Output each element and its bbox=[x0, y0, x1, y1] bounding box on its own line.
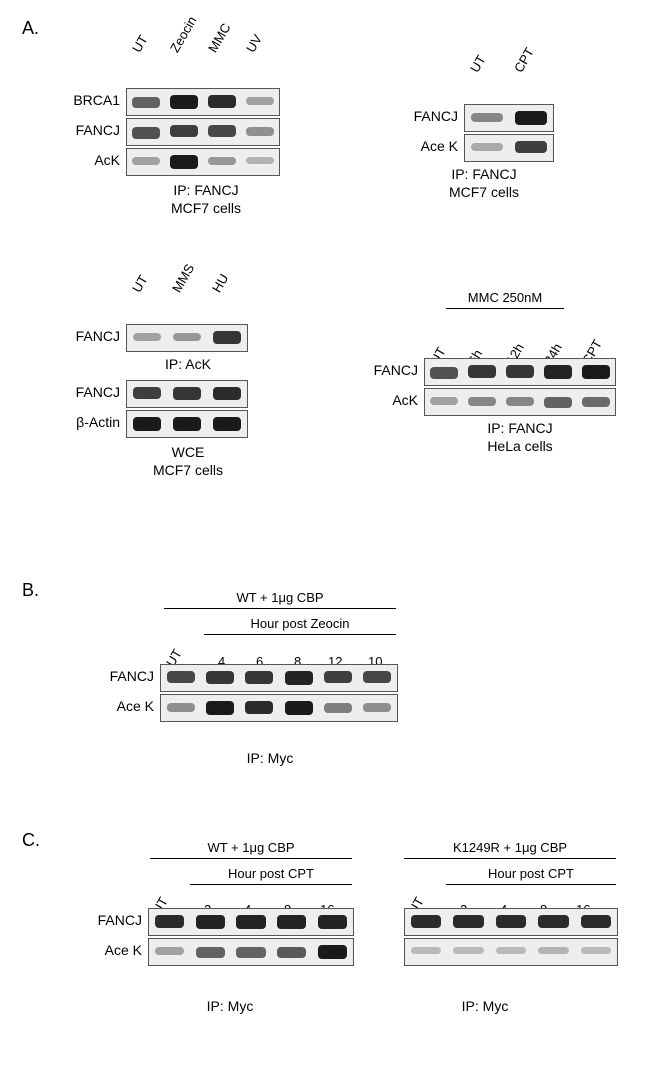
panel-a-bottomright: MMC 250nM UT 6h 12h 24h CPT FANCJ AcK IP… bbox=[360, 290, 660, 394]
caption: IP: FANCJ bbox=[76, 182, 336, 198]
panel-c-label: C. bbox=[22, 830, 40, 851]
blot bbox=[404, 908, 618, 936]
blot bbox=[148, 938, 354, 966]
panel-b-label: B. bbox=[22, 580, 39, 601]
blot bbox=[160, 694, 398, 722]
panel-a-topright: UT CPT FANCJ Ace K IP: FANCJ MCF7 cells bbox=[400, 60, 620, 164]
panel-b: WT + 1μg CBP Hour post Zeocin UT 4 6 8 1… bbox=[100, 590, 440, 690]
panel-c-left: WT + 1μg CBP Hour post CPT UT 2 4 8 16 F… bbox=[90, 840, 370, 936]
caption: MCF7 cells bbox=[76, 200, 336, 216]
overline bbox=[404, 858, 616, 859]
lane-label: UT bbox=[129, 32, 151, 55]
lane-label: UT bbox=[129, 272, 151, 295]
row-label: Ace K bbox=[400, 138, 458, 154]
overline bbox=[446, 308, 564, 309]
lane-label: MMS bbox=[169, 261, 197, 295]
blot bbox=[464, 134, 554, 162]
lane-label: HU bbox=[209, 271, 231, 295]
caption: IP: AcK bbox=[58, 356, 318, 372]
blot bbox=[126, 118, 280, 146]
row-label: FANCJ bbox=[60, 384, 120, 400]
blot bbox=[126, 88, 280, 116]
blot bbox=[160, 664, 398, 692]
head: WT + 1μg CBP bbox=[160, 590, 400, 605]
row-label: FANCJ bbox=[60, 328, 120, 344]
row-label: AcK bbox=[60, 152, 120, 168]
caption: WCE bbox=[58, 444, 318, 460]
head: WT + 1μg CBP bbox=[146, 840, 356, 855]
figure-page: { "labels": {"A":"A.","B":"B.","C":"C."}… bbox=[0, 0, 671, 1090]
lane-label: UV bbox=[243, 32, 265, 55]
lane-label: CPT bbox=[511, 45, 537, 75]
row-label: AcK bbox=[360, 392, 418, 408]
caption: MCF7 cells bbox=[374, 184, 594, 200]
row-label: BRCA1 bbox=[60, 92, 120, 108]
lane-label: MMC bbox=[205, 21, 234, 55]
row-label: FANCJ bbox=[400, 108, 458, 124]
panel-a-label: A. bbox=[22, 18, 39, 39]
head: K1249R + 1μg CBP bbox=[400, 840, 620, 855]
blot bbox=[126, 410, 248, 438]
panel-c-right: K1249R + 1μg CBP Hour post CPT UT 2 4 8 … bbox=[390, 840, 660, 936]
caption: IP: Myc bbox=[100, 750, 440, 766]
row-label: β-Actin bbox=[60, 414, 120, 430]
overline bbox=[150, 858, 352, 859]
caption: IP: FANCJ bbox=[370, 420, 670, 436]
row-label: Ace K bbox=[84, 942, 142, 958]
caption: IP: FANCJ bbox=[374, 166, 594, 182]
caption: MCF7 cells bbox=[58, 462, 318, 478]
blot bbox=[126, 380, 248, 408]
blot bbox=[424, 358, 616, 386]
row-label: FANCJ bbox=[84, 912, 142, 928]
caption: IP: Myc bbox=[350, 998, 620, 1014]
blot bbox=[424, 388, 616, 416]
blot bbox=[404, 938, 618, 966]
row-label: Ace K bbox=[94, 698, 154, 714]
blot bbox=[126, 324, 248, 352]
blot bbox=[148, 908, 354, 936]
overline-label: MMC 250nM bbox=[440, 290, 570, 305]
blot bbox=[464, 104, 554, 132]
row-label: FANCJ bbox=[360, 362, 418, 378]
row-label: FANCJ bbox=[94, 668, 154, 684]
overline bbox=[164, 608, 396, 609]
caption: HeLa cells bbox=[370, 438, 670, 454]
blot bbox=[126, 148, 280, 176]
lane-label: UT bbox=[467, 52, 489, 75]
panel-a-topleft: UT Zeocin MMC UV BRCA1 FANCJ AcK IP: FAN… bbox=[60, 40, 320, 178]
caption: IP: Myc bbox=[90, 998, 370, 1014]
panel-a-bottomleft: UT MMS HU FANCJ IP: AcK FANCJ β-Actin WC… bbox=[60, 280, 320, 414]
lane-label: Zeocin bbox=[167, 14, 200, 55]
row-label: FANCJ bbox=[60, 122, 120, 138]
